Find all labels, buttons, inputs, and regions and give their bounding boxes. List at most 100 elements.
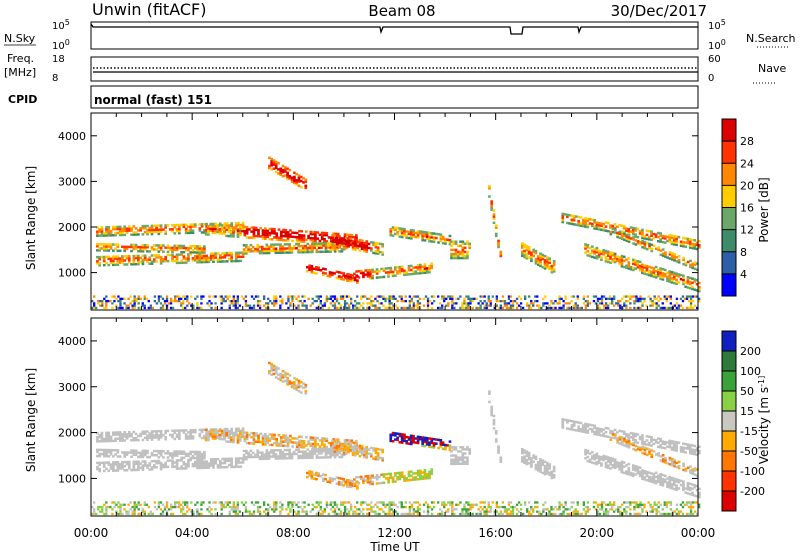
power-cell [358,302,360,304]
power-cell [658,305,660,307]
velocity-cell [105,468,108,470]
power-cell [218,295,220,297]
power-cell [152,307,154,309]
velocity-cell [333,478,336,480]
power-cell [131,307,133,309]
velocity-cell [119,513,121,515]
power-cell [232,227,235,229]
velocity-cell [464,461,467,463]
power-cell [338,235,341,237]
power-cell [153,229,156,231]
power-cell [639,300,641,302]
velocity-cell [107,432,110,434]
velocity-cell [103,513,105,515]
power-cell [621,298,623,300]
power-cell [98,234,101,236]
power-cell [423,298,425,300]
velocity-cell [673,459,676,461]
power-cell [467,298,469,300]
velocity-cell [580,428,583,430]
velocity-cell [691,492,694,494]
velocity-cell [282,445,285,447]
velocity-cell [662,454,665,456]
velocity-cell [280,436,283,438]
velocity-cell [257,434,260,436]
power-cell [512,300,514,302]
power-cell [180,305,182,307]
power-cell [459,251,462,253]
power-cell [504,305,506,307]
power-cell [598,222,601,224]
velocity-cell [584,457,587,459]
power-cell [634,233,637,235]
power-cell [205,255,208,257]
velocity-cell [637,433,640,435]
velocity-cell [566,419,569,421]
velocity-cell [293,381,296,383]
velocity-cell [293,377,296,379]
power-cell [295,179,298,181]
power-cell [504,300,506,302]
velocity-cell [98,462,101,464]
power-cell [397,300,399,302]
velocity-cell [331,477,334,479]
nsearch-tick-bottom: 100 [708,38,726,52]
power-cell [429,300,431,302]
power-cell [353,236,356,238]
velocity-cell [673,488,676,490]
power-cell [410,273,413,275]
y-tick-label: 4000 [58,130,86,143]
power-cell [255,227,258,229]
power-cell [613,295,615,297]
velocity-cell [450,446,453,448]
power-cell [643,298,645,300]
velocity-cell [185,433,188,435]
power-cell [320,295,322,297]
power-cell [320,300,322,302]
power-cell [178,262,181,264]
velocity-cell [652,439,655,441]
power-cell [635,243,638,245]
velocity-cell [356,485,359,487]
velocity-cell [158,450,161,452]
power-cell [331,240,334,242]
power-cell [338,307,340,309]
velocity-cell [259,451,262,453]
power-cell [241,295,243,297]
power-cell [678,236,681,238]
power-cell [602,227,605,229]
power-cell [375,242,378,244]
velocity-cell [627,463,630,465]
power-cell [164,246,167,248]
velocity-cell [275,453,278,455]
velocity-cell [343,444,346,446]
velocity-cell [634,439,637,441]
velocity-cell [687,443,690,445]
power-cell [496,298,498,300]
velocity-cell [687,466,690,468]
power-cell [148,307,150,309]
power-cell [138,307,140,309]
power-cell [664,241,667,243]
velocity-cell [135,469,138,471]
power-cell [376,307,378,309]
power-cell [635,307,637,309]
power-cell [139,261,142,263]
power-cell [336,277,339,279]
power-cell [350,302,352,304]
power-cell [465,295,467,297]
velocity-cell [158,430,161,432]
power-cell [103,264,106,266]
power-cell [180,298,182,300]
power-cell [105,256,108,258]
power-cell [264,227,267,229]
power-cell [237,260,240,262]
velocity-cell [150,511,152,513]
power-cell [562,305,564,307]
velocity-cell [462,452,465,454]
power-cell [322,251,325,253]
power-cell [132,225,135,227]
velocity-cell [689,487,692,489]
velocity-cell [459,450,462,452]
power-cell [279,305,281,307]
